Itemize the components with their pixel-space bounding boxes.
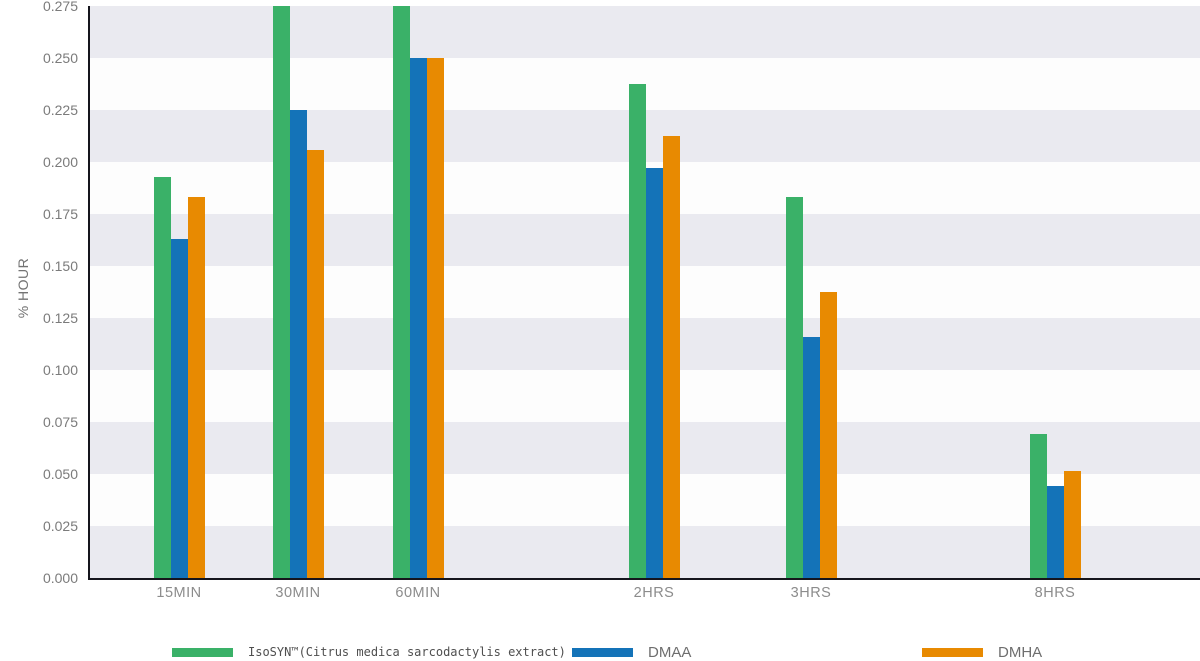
x-tick-label-2hrs: 2HRS [633,585,675,601]
bar-dmha-30min [306,150,324,578]
legend-label-dmha: DMHA [998,643,1043,661]
x-tick-label-60min: 60MIN [395,585,441,601]
bar-group-60min [392,6,444,578]
bar-dmha-3hrs [819,292,837,578]
y-tick-label: 0.225 [42,102,78,118]
y-tick-label: 0.075 [42,414,78,430]
bar-isosyn-30min [272,6,290,578]
x-tick-label-30min: 30MIN [275,585,321,601]
legend-swatch-dmaa [572,647,633,657]
legend-item-dmha: DMHA [922,643,1043,661]
y-tick-label: 0.200 [42,154,78,170]
bar-group-2hrs [628,6,680,578]
bar-dmaa-15min [170,239,188,578]
bar-dmaa-8hrs [1046,486,1064,578]
bar-dmaa-60min [409,58,427,578]
bar-dmha-15min [187,197,205,578]
legend-item-isosyn: IsoSYN™(Citrus medica sarcodactylis extr… [172,644,566,660]
x-axis-line [88,578,1200,580]
legend-swatch-dmha [922,647,983,657]
x-tick-label-8hrs: 8HRS [1034,585,1076,601]
bar-group-3hrs [785,6,837,578]
bar-group-15min [153,6,205,578]
x-tick-label-3hrs: 3HRS [790,585,832,601]
legend-swatch-isosyn [172,647,233,657]
y-tick-label: 0.000 [42,570,78,586]
bar-isosyn-2hrs [628,84,646,578]
y-tick-label: 0.175 [42,206,78,222]
legend-item-dmaa: DMAA [572,643,692,661]
bar-isosyn-60min [392,6,410,578]
bar-group-30min [272,6,324,578]
bar-dmha-2hrs [662,136,680,578]
y-tick-label: 0.275 [42,0,78,14]
legend-label-dmaa: DMAA [648,643,692,661]
bar-isosyn-3hrs [785,197,803,578]
bar-isosyn-8hrs [1029,434,1047,578]
bar-dmaa-3hrs [802,337,820,578]
x-tick-label-15min: 15MIN [156,585,202,601]
y-tick-label: 0.150 [42,258,78,274]
bar-isosyn-15min [153,177,171,578]
y-tick-label: 0.050 [42,466,78,482]
y-tick-label: 0.100 [42,362,78,378]
bar-dmaa-30min [289,110,307,578]
legend-label-isosyn: IsoSYN™(Citrus medica sarcodactylis extr… [248,645,566,659]
bar-group-8hrs [1029,6,1081,578]
y-axis-line [88,6,90,580]
y-tick-label: 0.125 [42,310,78,326]
y-tick-label: 0.250 [42,50,78,66]
bar-dmha-8hrs [1063,471,1081,578]
y-tick-label: 0.025 [42,518,78,534]
bar-dmaa-2hrs [645,168,663,578]
bar-dmha-60min [426,58,444,578]
